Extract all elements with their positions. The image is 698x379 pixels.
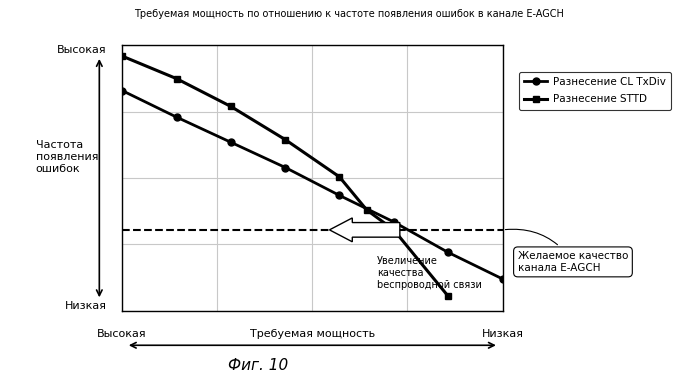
Разнесение STTD <box>335 174 343 179</box>
Разнесение STTD <box>362 208 371 212</box>
Разнесение STTD <box>389 227 398 232</box>
Legend: Разнесение CL TxDiv, Разнесение STTD: Разнесение CL TxDiv, Разнесение STTD <box>519 72 671 110</box>
Разнесение CL TxDiv <box>172 115 181 119</box>
Text: Высокая: Высокая <box>57 45 107 55</box>
Разнесение CL TxDiv <box>281 165 290 170</box>
Line: Разнесение CL TxDiv: Разнесение CL TxDiv <box>119 87 506 282</box>
Text: Частота
появления
ошибок: Частота появления ошибок <box>36 139 98 174</box>
Text: Желаемое качество
канала E-AGCH: Желаемое качество канала E-AGCH <box>505 229 628 273</box>
Разнесение STTD <box>118 54 126 58</box>
Разнесение STTD <box>227 104 235 109</box>
Text: Требуемая мощность по отношению к частоте появления ошибок в канале E-AGCH: Требуемая мощность по отношению к частот… <box>134 9 564 19</box>
Text: Низкая: Низкая <box>482 329 524 339</box>
Разнесение CL TxDiv <box>227 140 235 145</box>
Text: Фиг. 10: Фиг. 10 <box>228 358 288 373</box>
Разнесение CL TxDiv <box>444 250 452 255</box>
Разнесение CL TxDiv <box>118 88 126 93</box>
Text: Низкая: Низкая <box>65 301 107 311</box>
Разнесение CL TxDiv <box>335 193 343 198</box>
Разнесение STTD <box>281 138 290 142</box>
Text: Высокая: Высокая <box>97 329 147 339</box>
Line: Разнесение STTD: Разнесение STTD <box>119 53 452 300</box>
Text: Увеличение
качества
beспроводной связи: Увеличение качества beспроводной связи <box>377 257 482 290</box>
Text: Требуемая мощность: Требуемая мощность <box>250 329 375 339</box>
Разнесение CL TxDiv <box>389 220 398 224</box>
Разнесение CL TxDiv <box>498 277 507 281</box>
Разнесение STTD <box>444 294 452 299</box>
Разнесение STTD <box>172 77 181 81</box>
FancyArrow shape <box>329 218 400 242</box>
